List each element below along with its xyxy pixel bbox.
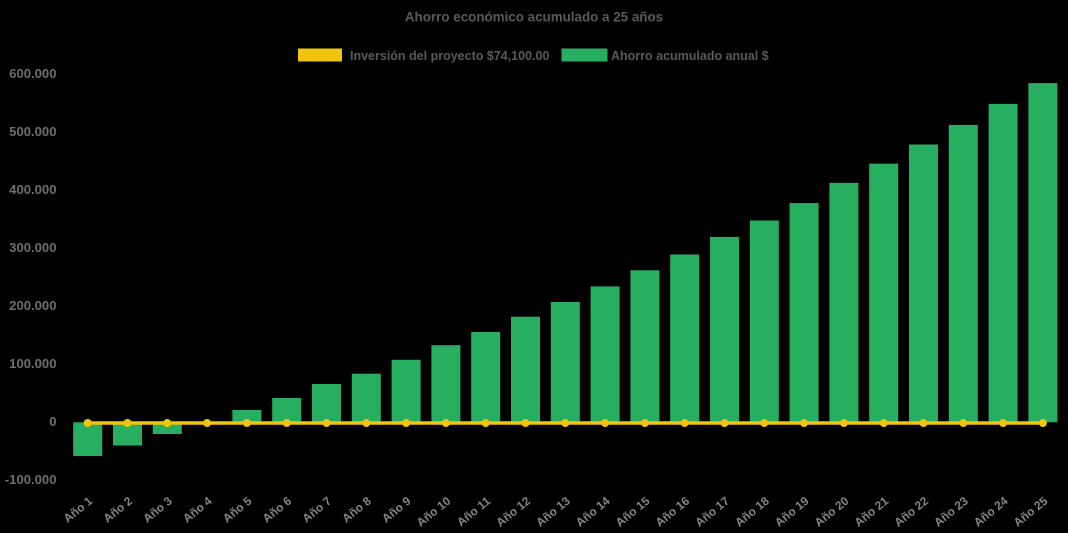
- svg-text:200.000: 200.000: [9, 298, 56, 313]
- svg-text:Inversión del proyecto $74,100: Inversión del proyecto $74,100.00: [350, 49, 549, 63]
- svg-text:100.000: 100.000: [9, 356, 56, 371]
- svg-text:500.000: 500.000: [9, 124, 56, 139]
- svg-text:0: 0: [49, 414, 56, 429]
- svg-text:Ahorro económico acumulado a 2: Ahorro económico acumulado a 25 años: [405, 10, 663, 25]
- svg-text:600.000: 600.000: [9, 66, 56, 81]
- svg-text:300.000: 300.000: [9, 240, 56, 255]
- svg-text:-100.000: -100.000: [5, 472, 57, 487]
- svg-text:400.000: 400.000: [9, 182, 56, 197]
- svg-text:Ahorro acumulado anual $: Ahorro acumulado anual $: [611, 49, 769, 63]
